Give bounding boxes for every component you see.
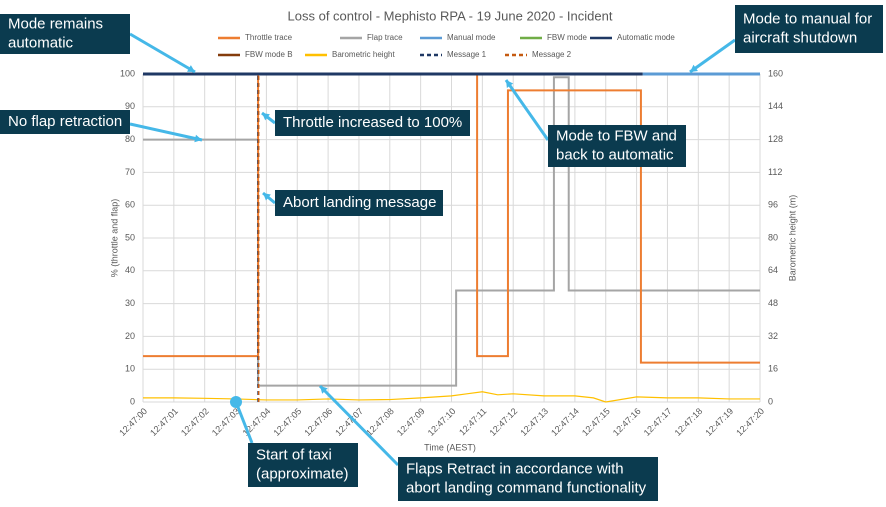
y-tick-label: 100 bbox=[120, 68, 135, 78]
series-line bbox=[143, 391, 760, 403]
y2-tick-label: 96 bbox=[768, 200, 778, 210]
annotation-text: Throttle increased to 100% bbox=[283, 114, 462, 131]
arrow-head bbox=[690, 64, 698, 72]
x-tick-label: 12:47:09 bbox=[395, 406, 427, 438]
x-tick-label: 12:47:17 bbox=[642, 406, 674, 438]
x-tick-label: 12:47:18 bbox=[673, 406, 705, 438]
x-tick-label: 12:47:15 bbox=[580, 406, 612, 438]
x-tick-label: 12:47:13 bbox=[518, 406, 550, 438]
annotation-box bbox=[0, 14, 130, 54]
x-tick-label: 12:47:01 bbox=[148, 406, 180, 438]
y2-axis-label: Barometric height (m) bbox=[787, 195, 797, 282]
annotation-box bbox=[248, 443, 358, 487]
arrow-head bbox=[320, 386, 328, 394]
annotation-box bbox=[275, 110, 470, 136]
x-tick-label: 12:47:03 bbox=[210, 406, 242, 438]
annotation-box bbox=[275, 190, 443, 216]
annotation-box bbox=[548, 125, 686, 167]
annotation-text: (approximate) bbox=[256, 465, 349, 482]
legend-label: FBW mode B bbox=[245, 50, 293, 59]
annotation-text: Abort landing message bbox=[283, 194, 436, 211]
annotation-text: Start of taxi bbox=[256, 446, 332, 463]
annotation-box bbox=[0, 110, 130, 134]
arrow-head bbox=[263, 193, 271, 201]
annotation-text: automatic bbox=[8, 34, 74, 51]
annotation-text: Mode to FBW and bbox=[556, 127, 677, 144]
chart-title: Loss of control - Mephisto RPA - 19 June… bbox=[288, 8, 613, 23]
x-tick-label: 12:47:04 bbox=[241, 406, 273, 438]
legend-label: Barometric height bbox=[332, 50, 395, 59]
x-tick-label: 12:47:05 bbox=[271, 406, 303, 438]
annotation-text: back to automatic bbox=[556, 146, 674, 163]
series-line bbox=[143, 73, 760, 364]
legend-label: Automatic mode bbox=[617, 33, 675, 42]
y2-tick-label: 16 bbox=[768, 364, 778, 374]
y2-tick-label: 48 bbox=[768, 298, 778, 308]
annotation-text: No flap retraction bbox=[8, 113, 122, 130]
y2-tick-label: 80 bbox=[768, 232, 778, 242]
y-tick-label: 70 bbox=[125, 167, 135, 177]
annotation-arrow bbox=[504, 79, 550, 141]
annotation-arrow bbox=[318, 384, 400, 467]
legend-label: FBW mode bbox=[547, 33, 588, 42]
y2-tick-label: 128 bbox=[768, 134, 783, 144]
x-tick-label: 12:47:11 bbox=[457, 406, 488, 437]
y2-tick-label: 144 bbox=[768, 101, 783, 111]
x-tick-label: 12:47:06 bbox=[302, 406, 334, 438]
y-tick-label: 50 bbox=[125, 232, 135, 242]
y-tick-label: 10 bbox=[125, 364, 135, 374]
x-tick-label: 12:47:19 bbox=[703, 406, 735, 438]
arrow-head bbox=[194, 134, 202, 143]
y-tick-label: 80 bbox=[125, 134, 135, 144]
arrow-head bbox=[262, 113, 270, 121]
x-tick-label: 12:47:10 bbox=[426, 406, 458, 438]
x-tick-label: 12:47:16 bbox=[611, 406, 643, 438]
y2-tick-label: 32 bbox=[768, 331, 778, 341]
y-tick-label: 30 bbox=[125, 298, 135, 308]
y2-tick-label: 0 bbox=[768, 396, 773, 406]
y-axis-label: % (throttle and flap) bbox=[109, 199, 119, 278]
y2-tick-label: 160 bbox=[768, 68, 783, 78]
y-tick-label: 20 bbox=[125, 331, 135, 341]
legend-label: Message 2 bbox=[532, 50, 572, 59]
x-tick-label: 12:47:00 bbox=[117, 406, 149, 438]
arrow-head bbox=[506, 80, 514, 88]
annotation-box bbox=[735, 5, 883, 53]
y2-tick-label: 112 bbox=[768, 167, 782, 177]
annotation-text: Flaps Retract in accordance with bbox=[406, 460, 624, 477]
x-tick-label: 12:47:20 bbox=[734, 406, 766, 438]
annotation-arrow bbox=[129, 32, 196, 74]
x-axis-label: Time (AEST) bbox=[424, 442, 476, 452]
annotation-arrow bbox=[234, 401, 254, 444]
annotation-text: Mode remains bbox=[8, 15, 103, 32]
annotation-text: aircraft shutdown bbox=[743, 29, 857, 46]
annotation-arrow bbox=[689, 38, 736, 74]
y-tick-label: 40 bbox=[125, 265, 135, 275]
annotation-box bbox=[398, 457, 658, 501]
x-tick-label: 12:47:08 bbox=[364, 406, 396, 438]
y-tick-label: 0 bbox=[130, 396, 135, 406]
x-tick-label: 12:47:07 bbox=[333, 406, 365, 438]
y-tick-label: 90 bbox=[125, 101, 135, 111]
legend-label: Throttle trace bbox=[245, 33, 293, 42]
x-tick-label: 12:47:12 bbox=[487, 406, 519, 438]
annotation-arrow bbox=[129, 122, 203, 142]
x-tick-label: 12:47:02 bbox=[179, 406, 211, 438]
annotation-text: Mode to manual for bbox=[743, 10, 872, 27]
annotation-text: abort landing command functionality bbox=[406, 479, 647, 496]
legend-label: Manual mode bbox=[447, 33, 496, 42]
y2-tick-label: 64 bbox=[768, 265, 778, 275]
x-tick-label: 12:47:14 bbox=[549, 406, 581, 438]
legend-label: Message 1 bbox=[447, 50, 487, 59]
arrow-head bbox=[187, 65, 195, 72]
legend-label: Flap trace bbox=[367, 33, 403, 42]
y-tick-label: 60 bbox=[125, 200, 135, 210]
